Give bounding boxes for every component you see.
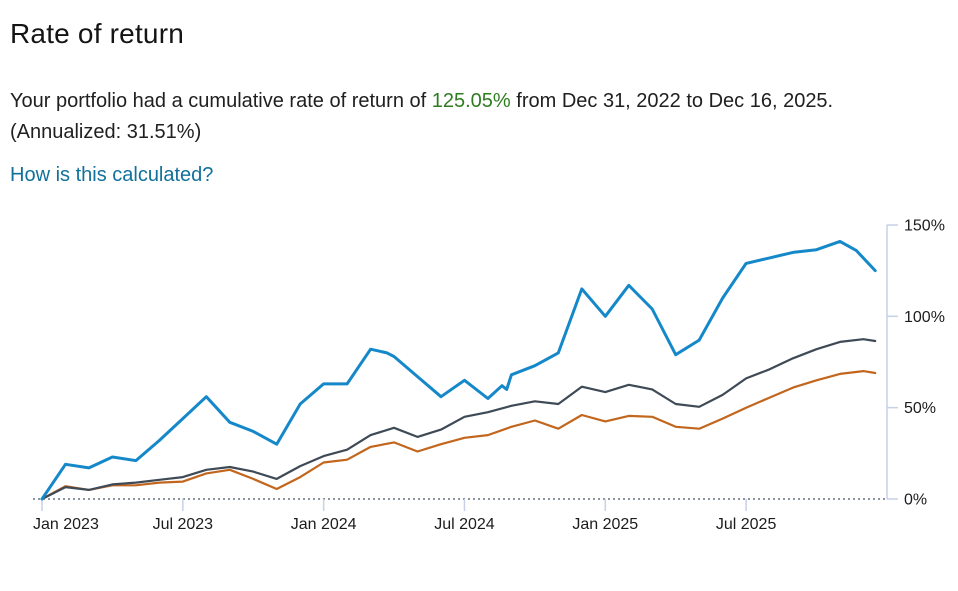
y-axis-tick-label: 150%: [904, 218, 945, 235]
x-axis-tick-label: Jan 2024: [291, 516, 357, 533]
y-axis-tick-label: 100%: [904, 309, 945, 326]
series-line-orange[interactable]: [40, 370, 877, 501]
summary-after: from Dec 31, 2022 to Dec 16, 2025. (Annu…: [10, 90, 834, 143]
summary-before: Your portfolio had a cumulative rate of …: [10, 90, 432, 112]
x-axis-tick-label: Jul 2023: [153, 516, 214, 533]
series-line-portfolio-blue[interactable]: [40, 239, 877, 501]
x-axis-tick-label: Jul 2024: [434, 516, 495, 533]
chart-canvas[interactable]: 0% 50% 100% 150% Jan 2023 Jul 2023 Jan 2024 Jul…: [10, 211, 958, 551]
y-axis-tick-label: 50%: [904, 400, 936, 417]
how-calculated-link[interactable]: How is this calculated?: [10, 164, 214, 186]
x-axis-tick-label: Jan 2023: [33, 516, 99, 533]
rate-of-return-chart: 0% 50% 100% 150% Jan 2023 Jul 2023 Jan 2024 Jul…: [10, 211, 948, 556]
rate-of-return-page: Rate of return Your portfolio had a cumu…: [10, 18, 948, 556]
x-axis-tick-label: Jan 2025: [572, 516, 638, 533]
x-axis-tick-label: Jul 2025: [716, 516, 777, 533]
page-title: Rate of return: [10, 18, 184, 49]
cumulative-return-value: 125.05%: [431, 90, 511, 112]
y-axis-tick-label: 0%: [904, 492, 927, 509]
series-line-dark-gray[interactable]: [40, 338, 877, 501]
summary-text: Your portfolio had a cumulative rate of …: [10, 86, 948, 148]
